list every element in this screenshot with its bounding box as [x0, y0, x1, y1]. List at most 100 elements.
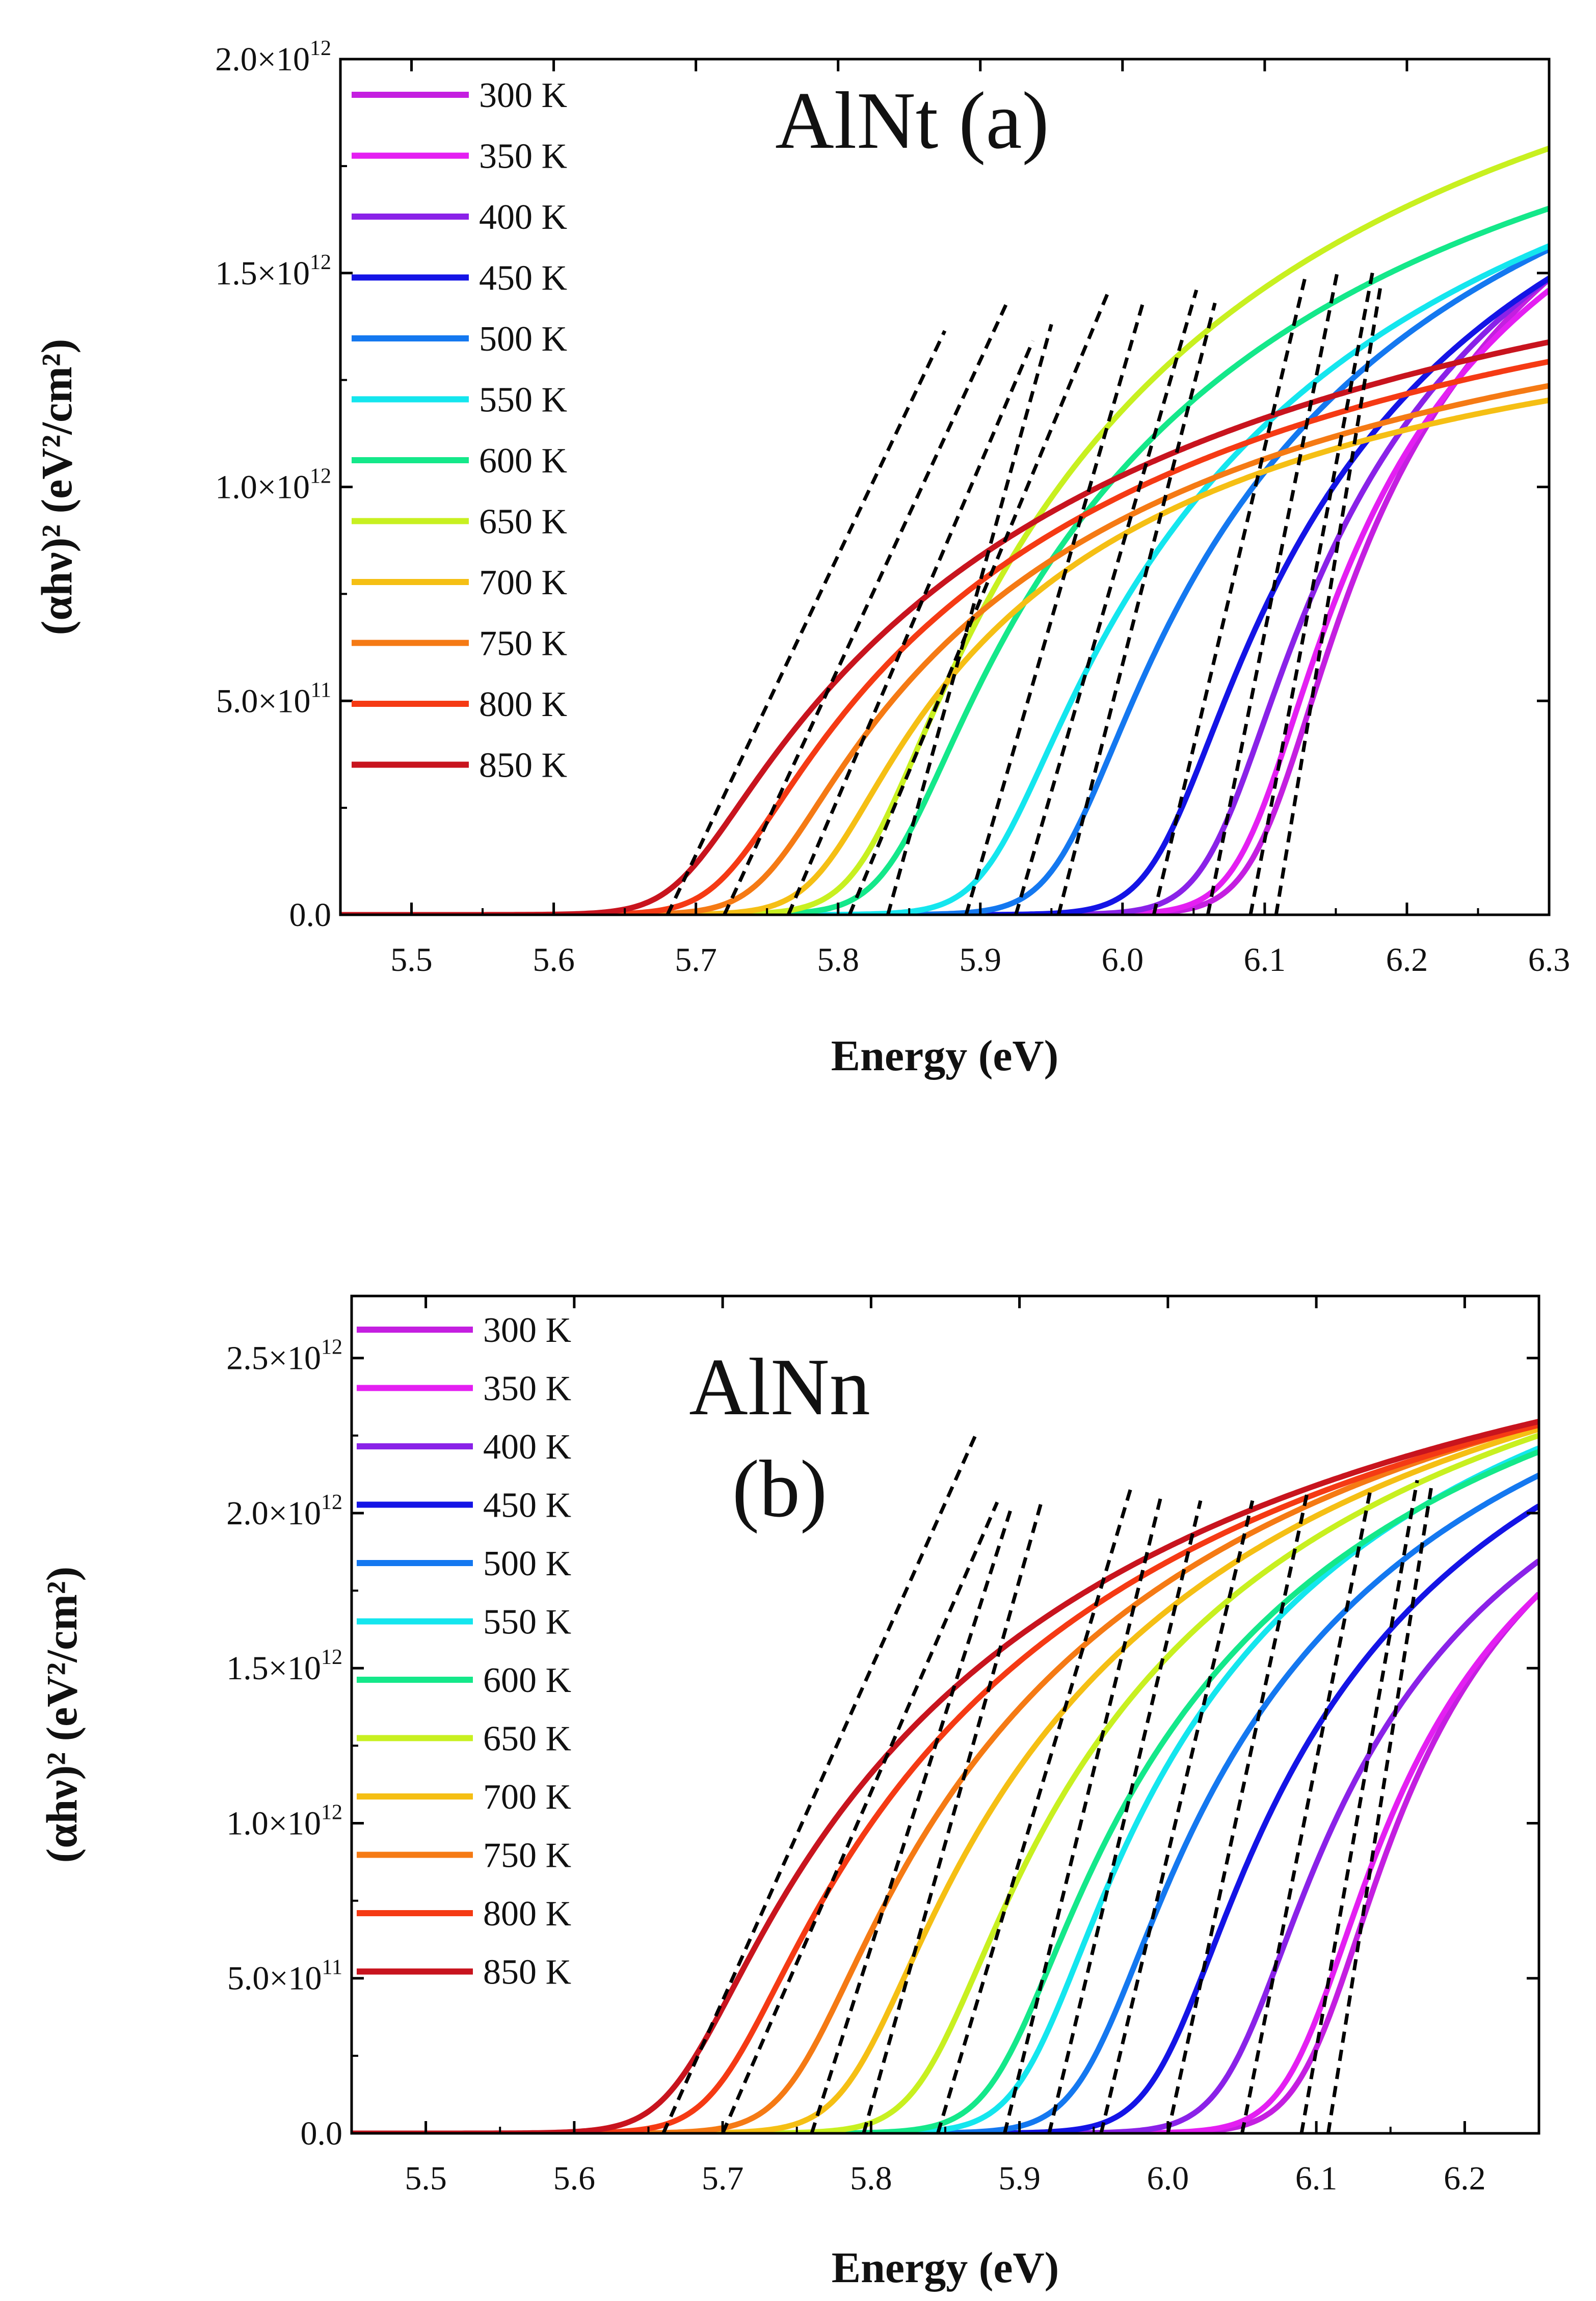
y-tick-label: 2.0×1012 [215, 37, 331, 78]
x-tick-label: 6.1 [1244, 941, 1286, 978]
y-tick-mantissa: 1.5×10 [226, 1650, 321, 1687]
y-tick-exponent: 11 [322, 1956, 342, 1979]
x-tick-label: 5.8 [817, 941, 859, 978]
fit-line-11 [723, 301, 1009, 915]
fit-line-10 [786, 340, 1035, 915]
x-axis: 5.5 5.6 5.7 5.8 5.9 6.0 6.1 6.2 6.3 [390, 59, 1570, 978]
legend-label-750-k: 750 K [483, 1836, 571, 1875]
legend-label-450-k: 450 K [483, 1486, 571, 1525]
legend-label-800-k: 800 K [479, 685, 567, 724]
x-axis-title: Energy (eV) [831, 1031, 1059, 1080]
x-tick-label: 5.7 [675, 941, 717, 978]
legend-label-700-k: 700 K [483, 1778, 571, 1817]
series-line-300-k [340, 277, 1549, 915]
series-line-750-k [352, 1421, 1539, 2133]
y-tick-label: 2.5×1012 [226, 1336, 342, 1377]
legend-label-350-k: 350 K [479, 137, 567, 176]
series-line-350-k [340, 288, 1549, 915]
y-tick-mantissa: 1.5×10 [215, 255, 310, 292]
y-tick-exponent: 12 [321, 1801, 342, 1824]
series-line-450-k [340, 276, 1549, 915]
y-axis: 0.05.0×10111.0×10121.5×10122.0×10122.5×1… [226, 1336, 1539, 2152]
y-tick-exponent: 12 [321, 1646, 342, 1669]
fit-line-8 [886, 324, 1053, 915]
x-tick-label: 5.9 [960, 941, 1002, 978]
panel-b: 5.5 5.6 5.7 5.8 5.9 6.0 6.1 6.2 0.0 5.0×1011 1.0×1… [37, 1294, 1540, 2292]
legend-label-850-k: 850 K [483, 1953, 571, 1992]
y-tick-exponent: 12 [310, 251, 331, 274]
legend-label-600-k: 600 K [483, 1661, 571, 1700]
y-tick-label: 2.0×1012 [226, 1491, 342, 1532]
y-tick-mantissa: 1.0×10 [226, 1805, 321, 1842]
fit-line-6 [1047, 1500, 1203, 2133]
legend-label-800-k: 800 K [483, 1894, 571, 1934]
legend-label-500-k: 500 K [479, 320, 567, 359]
y-tick-mantissa: 5.0×10 [216, 682, 311, 720]
fit-line-11 [721, 1501, 999, 2133]
y-tick-exponent: 12 [310, 37, 331, 60]
fit-line-2 [1299, 1479, 1419, 2133]
legend-label-850-k: 850 K [479, 746, 567, 785]
x-tick-label: 5.5 [390, 941, 433, 978]
legend-label-400-k: 400 K [483, 1427, 571, 1467]
x-tick-label: 6.1 [1295, 2160, 1338, 2197]
y-tick-label: 5.0×1011 [216, 678, 331, 720]
series-line-400-k [340, 276, 1549, 915]
fit-line-4 [1166, 1491, 1310, 2133]
y-tick-exponent: 12 [321, 1336, 342, 1359]
fit-line-12 [666, 330, 947, 915]
panel-a: 5.5 5.6 5.7 5.8 5.9 6.0 6.1 6.2 6.3 0.0 5.0×1011 1.… [32, 37, 1570, 1080]
series-line-600-k [340, 205, 1549, 915]
x-tick-label: 5.9 [998, 2160, 1041, 2197]
series-line-600-k [352, 1449, 1539, 2133]
legend-label-300-k: 300 K [483, 1311, 571, 1350]
y-tick-label: 1.0×1012 [226, 1801, 342, 1842]
y-tick-label: 1.5×1012 [215, 251, 331, 292]
fit-line-8 [936, 1488, 1133, 2133]
series-line-750-k [340, 383, 1549, 915]
legend-label-650-k: 650 K [483, 1720, 571, 1759]
y-tick-mantissa: 2.0×10 [215, 41, 310, 78]
series-line-350-k [352, 1592, 1539, 2133]
fit-line-12 [661, 1436, 977, 2133]
legend-label-600-k: 600 K [479, 441, 567, 481]
y-tick-exponent: 12 [321, 1491, 342, 1514]
x-tick-label: 5.7 [702, 2160, 744, 2197]
legend-label-550-k: 550 K [479, 381, 567, 420]
series-line-550-k [340, 243, 1549, 915]
series-line-300-k [352, 1592, 1539, 2133]
legend-label-500-k: 500 K [483, 1544, 571, 1583]
fit-line-5 [1099, 1500, 1255, 2133]
y-tick-mantissa: 2.5×10 [226, 1340, 321, 1377]
x-tick-label: 6.2 [1444, 2160, 1486, 2197]
y-tick-mantissa: 0.0 [301, 2115, 343, 2152]
x-tick-label: 5.6 [553, 2160, 596, 2197]
legend: 300 K 350 K 400 K 450 K 500 K 550 K 600 K 650 K… [352, 76, 567, 785]
y-axis-title: (αhν)² (eV²/cm²) [32, 339, 81, 636]
series-line-400-k [352, 1558, 1539, 2133]
y-tick-label: 1.5×1012 [226, 1646, 342, 1687]
x-tick-label: 5.6 [533, 941, 575, 978]
y-tick-label: 5.0×1011 [227, 1956, 342, 1997]
panel-title: AlNt (a) [775, 75, 1049, 166]
legend: 300 K 350 K 400 K 450 K 500 K 550 K 600 K 650 K… [357, 1311, 571, 1992]
y-axis-title: (αhν)² (eV²/cm²) [37, 1567, 86, 1863]
fit-line-6 [1014, 289, 1199, 915]
panel-title: (b) [732, 1443, 828, 1534]
x-tick-label: 6.0 [1147, 2160, 1189, 2197]
legend-label-450-k: 450 K [479, 259, 567, 298]
y-tick-mantissa: 1.0×10 [215, 469, 310, 506]
legend-label-550-k: 550 K [483, 1603, 571, 1642]
fit-line-9 [847, 291, 1110, 915]
y-tick-label: 0.0 [289, 896, 332, 934]
x-tick-label: 6.3 [1528, 941, 1571, 978]
y-tick-exponent: 12 [310, 465, 331, 488]
x-tick-label: 5.8 [850, 2160, 892, 2197]
fit-line-7 [964, 299, 1146, 915]
fit-line-5 [1056, 302, 1217, 915]
x-tick-label: 5.5 [405, 2160, 447, 2197]
panel-title: AlNn [689, 1341, 870, 1432]
